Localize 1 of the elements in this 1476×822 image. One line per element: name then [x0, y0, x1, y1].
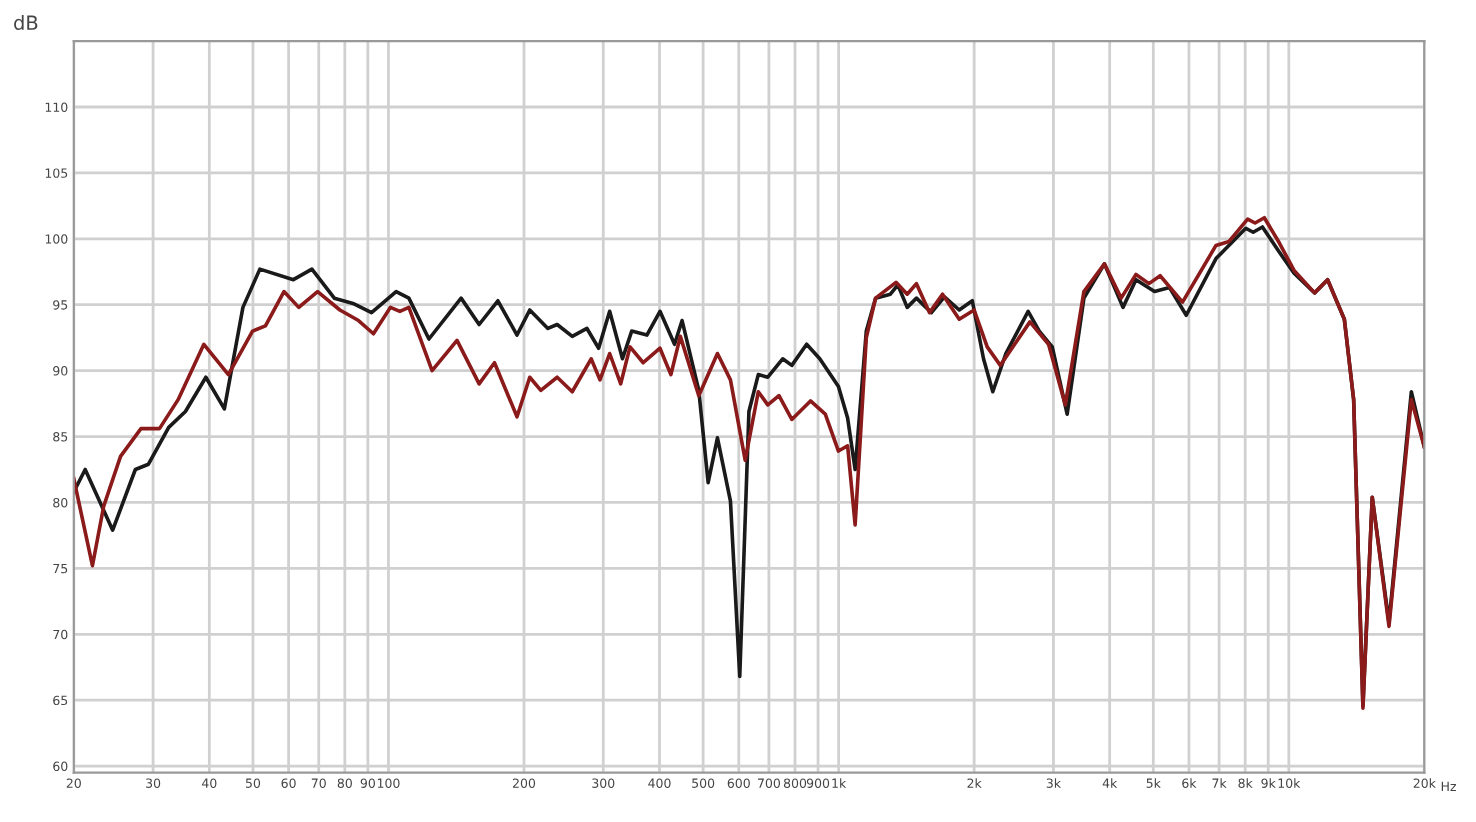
- y-axis-title: dB: [14, 14, 38, 31]
